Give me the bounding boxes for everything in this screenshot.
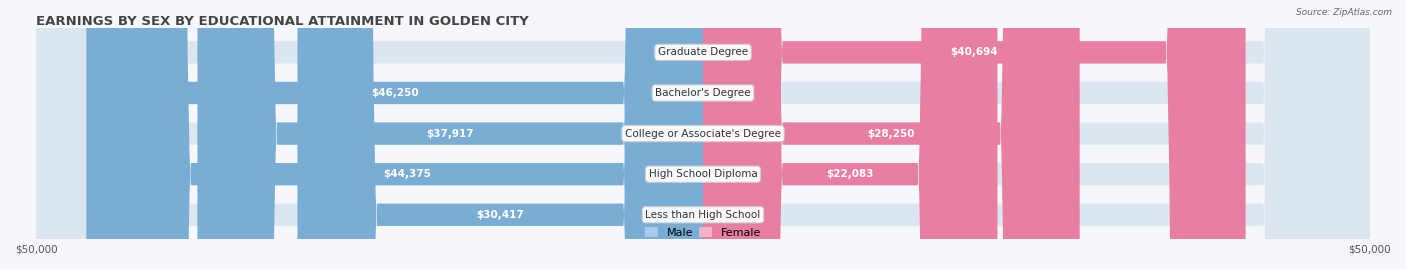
FancyBboxPatch shape	[37, 0, 1369, 269]
FancyBboxPatch shape	[37, 0, 1369, 269]
Text: $37,917: $37,917	[426, 129, 474, 139]
Text: $40,694: $40,694	[950, 47, 998, 57]
Text: $30,417: $30,417	[477, 210, 524, 220]
Text: $28,250: $28,250	[868, 129, 915, 139]
Legend: Male, Female: Male, Female	[644, 227, 762, 238]
Text: $44,375: $44,375	[384, 169, 432, 179]
Text: Less than High School: Less than High School	[645, 210, 761, 220]
FancyBboxPatch shape	[37, 0, 1369, 269]
FancyBboxPatch shape	[197, 0, 703, 269]
FancyBboxPatch shape	[298, 0, 703, 269]
FancyBboxPatch shape	[111, 0, 703, 269]
FancyBboxPatch shape	[703, 0, 1080, 269]
Text: $22,083: $22,083	[827, 169, 875, 179]
Text: College or Associate's Degree: College or Associate's Degree	[626, 129, 780, 139]
Text: Source: ZipAtlas.com: Source: ZipAtlas.com	[1296, 8, 1392, 17]
Text: Graduate Degree: Graduate Degree	[658, 47, 748, 57]
FancyBboxPatch shape	[703, 0, 997, 269]
FancyBboxPatch shape	[86, 0, 703, 269]
Text: $0: $0	[664, 47, 676, 57]
Text: $0: $0	[730, 210, 742, 220]
Text: EARNINGS BY SEX BY EDUCATIONAL ATTAINMENT IN GOLDEN CITY: EARNINGS BY SEX BY EDUCATIONAL ATTAINMEN…	[37, 15, 529, 28]
Text: High School Diploma: High School Diploma	[648, 169, 758, 179]
Text: $0: $0	[730, 88, 742, 98]
FancyBboxPatch shape	[703, 0, 1246, 269]
Text: Bachelor's Degree: Bachelor's Degree	[655, 88, 751, 98]
FancyBboxPatch shape	[37, 0, 1369, 269]
Text: $46,250: $46,250	[371, 88, 419, 98]
FancyBboxPatch shape	[37, 0, 1369, 269]
